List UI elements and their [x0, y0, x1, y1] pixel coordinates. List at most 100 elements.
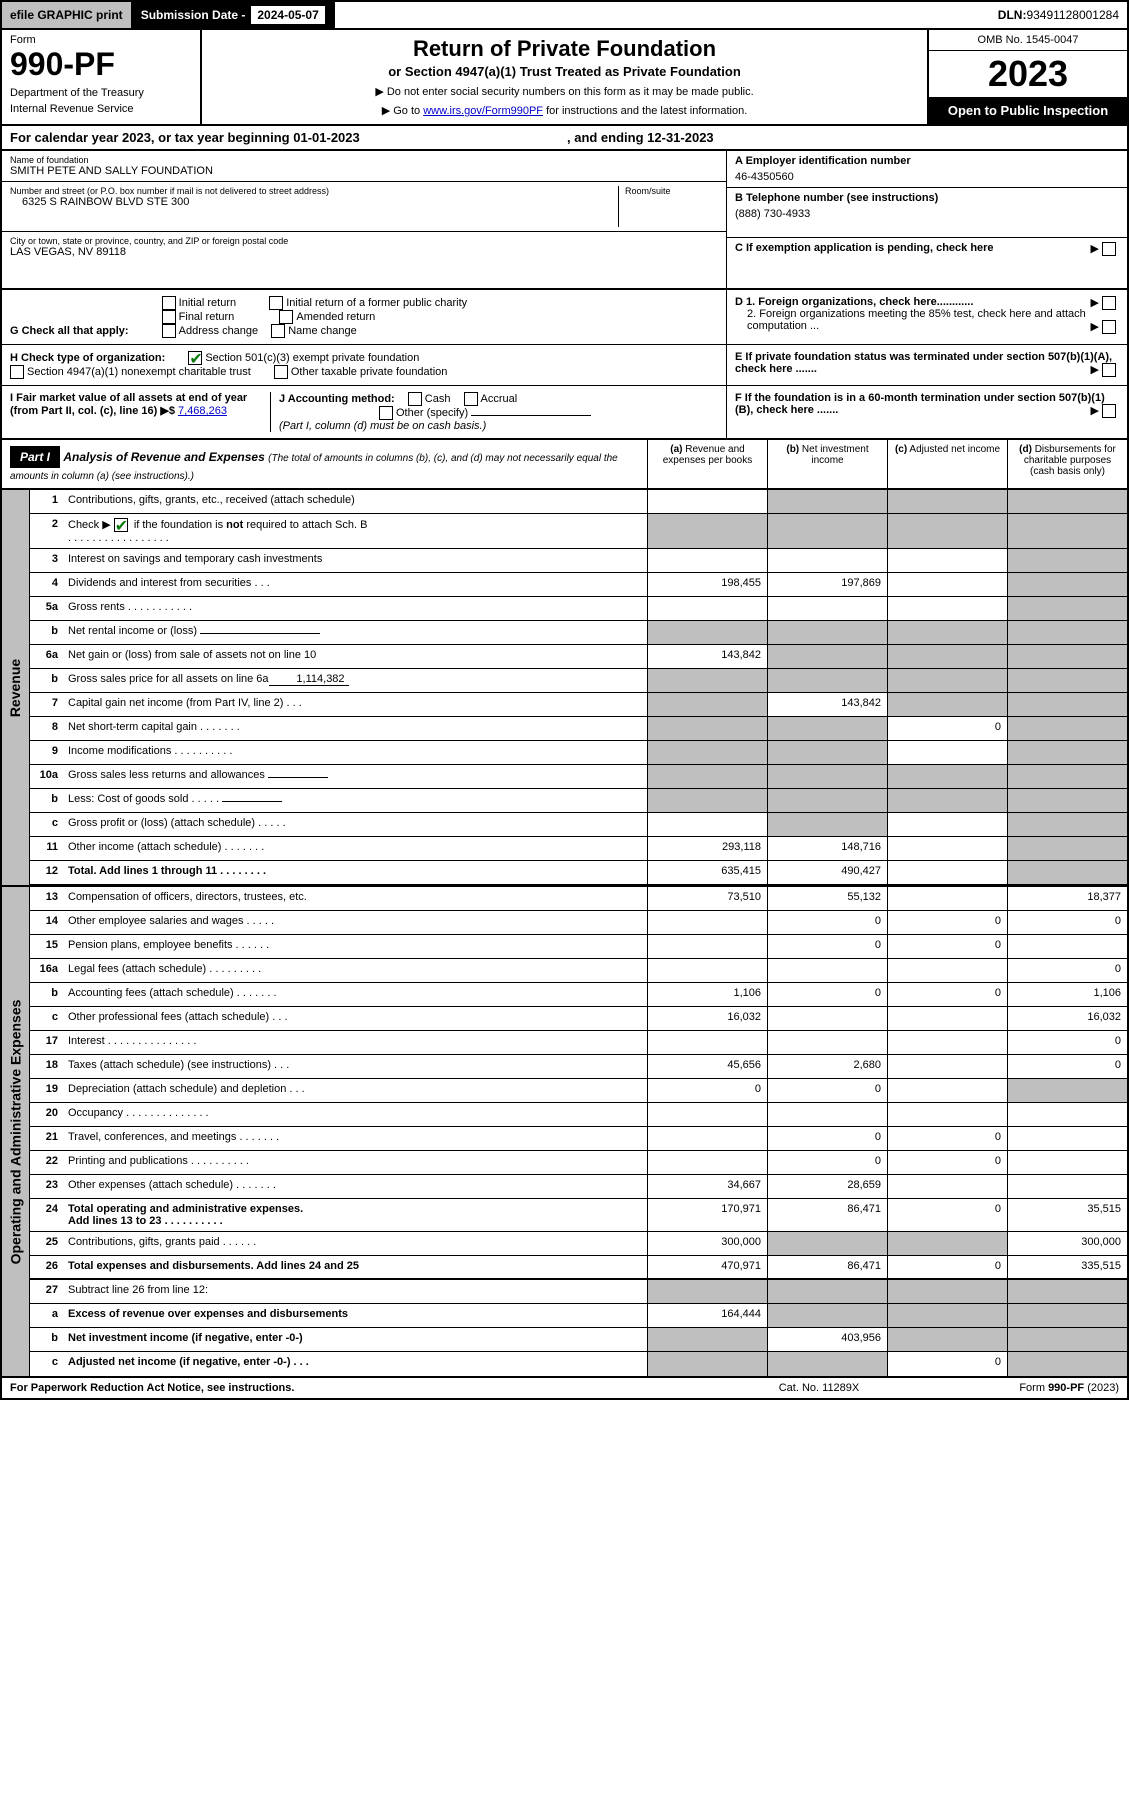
row-22-c: 0 [887, 1151, 1007, 1174]
row-24-desc: Total operating and administrative expen… [64, 1199, 647, 1231]
foreign-85-checkbox[interactable] [1102, 320, 1116, 334]
initial-former-checkbox[interactable] [269, 296, 283, 310]
form-number: 990-PF [10, 46, 192, 83]
efile-print-button[interactable]: efile GRAPHIC print [2, 2, 133, 28]
open-public-inspection: Open to Public Inspection [929, 97, 1127, 124]
arrow-icon: ▶ [1090, 242, 1119, 256]
col-c-header: (c) Adjusted net income [887, 440, 1007, 488]
row-14-num: 14 [30, 911, 64, 934]
amended-return-checkbox[interactable] [279, 310, 293, 324]
other-taxable-checkbox[interactable] [274, 365, 288, 379]
row-14-d: 0 [1007, 911, 1127, 934]
f-label: F If the foundation is in a 60-month ter… [735, 392, 1105, 416]
row-21-num: 21 [30, 1127, 64, 1150]
cash-checkbox[interactable] [408, 392, 422, 406]
row-16a-d: 0 [1007, 959, 1127, 982]
instr2-post: for instructions and the latest informat… [543, 105, 747, 117]
dln: DLN: 93491128001284 [990, 2, 1127, 28]
expenses-label-text: Operating and Administrative Expenses [8, 999, 24, 1264]
initial-former-label: Initial return of a former public charit… [286, 297, 467, 309]
omb-number: OMB No. 1545-0047 [929, 30, 1127, 51]
row-24-num: 24 [30, 1199, 64, 1231]
row-10c-desc: Gross profit or (loss) (attach schedule)… [64, 813, 647, 836]
row-13-num: 13 [30, 887, 64, 910]
accrual-checkbox[interactable] [464, 392, 478, 406]
irs-link[interactable]: www.irs.gov/Form990PF [423, 105, 543, 117]
address-change-label: Address change [179, 325, 259, 337]
row-14-desc: Other employee salaries and wages . . . … [64, 911, 647, 934]
check-section-g: G Check all that apply: Initial return I… [2, 290, 1127, 345]
row-6a-a: 143,842 [647, 645, 767, 668]
row-8-desc: Net short-term capital gain . . . . . . … [64, 717, 647, 740]
row-5b-num: b [30, 621, 64, 644]
row-27b-desc: Net investment income (if negative, ente… [64, 1328, 647, 1351]
address-change-checkbox[interactable] [162, 324, 176, 338]
terminated-checkbox[interactable] [1102, 363, 1116, 377]
final-return-checkbox[interactable] [162, 310, 176, 324]
4947-checkbox[interactable] [10, 365, 24, 379]
row-27b-b: 403,956 [767, 1328, 887, 1351]
row-1-desc: Contributions, gifts, grants, etc., rece… [64, 490, 647, 513]
schb-checkbox[interactable] [114, 518, 128, 532]
row-16c-desc: Other professional fees (attach schedule… [64, 1007, 647, 1030]
accrual-label: Accrual [481, 393, 518, 405]
foundation-info-block: Name of foundation SMITH PETE AND SALLY … [2, 151, 1127, 290]
row-13-desc: Compensation of officers, directors, tru… [64, 887, 647, 910]
d1-label: D 1. Foreign organizations, check here..… [735, 296, 973, 308]
ein: 46-4350560 [735, 171, 1119, 183]
part1-label: Part I [10, 446, 60, 468]
foreign-org-checkbox[interactable] [1102, 296, 1116, 310]
exemption-checkbox[interactable] [1102, 242, 1116, 256]
col-a-header: (a) (a) Revenue and expenses per booksRe… [647, 440, 767, 488]
fair-market-value[interactable]: 7,468,263 [178, 405, 227, 417]
row-16a-desc: Legal fees (attach schedule) . . . . . .… [64, 959, 647, 982]
cal-year-mid: , and ending [567, 130, 647, 145]
top-bar: efile GRAPHIC print Submission Date - 20… [2, 2, 1127, 30]
row-23-num: 23 [30, 1175, 64, 1198]
row-27a-a: 164,444 [647, 1304, 767, 1327]
row-9-num: 9 [30, 741, 64, 764]
row-15-num: 15 [30, 935, 64, 958]
row-10b-desc: Less: Cost of goods sold . . . . . [64, 789, 647, 812]
row-19-a: 0 [647, 1079, 767, 1102]
row-25-desc: Contributions, gifts, grants paid . . . … [64, 1232, 647, 1255]
row-5a-num: 5a [30, 597, 64, 620]
page-footer: For Paperwork Reduction Act Notice, see … [2, 1376, 1127, 1398]
row-22-b: 0 [767, 1151, 887, 1174]
501c3-label: Section 501(c)(3) exempt private foundat… [205, 352, 419, 364]
row-2-pre: Check ▶ [68, 519, 114, 531]
row-27b-num: b [30, 1328, 64, 1351]
foundation-name-label: Name of foundation [10, 155, 718, 165]
g-label: G Check all that apply: [10, 325, 129, 337]
row-1-num: 1 [30, 490, 64, 513]
instr2-pre: ▶ Go to [382, 105, 423, 117]
row-16b-d: 1,106 [1007, 983, 1127, 1006]
check-section-h: H Check type of organization: Section 50… [2, 345, 1127, 386]
tax-year: 2023 [929, 51, 1127, 97]
row-4-desc: Dividends and interest from securities .… [64, 573, 647, 596]
revenue-table: Revenue 1Contributions, gifts, grants, e… [2, 489, 1127, 885]
name-change-checkbox[interactable] [271, 324, 285, 338]
other-taxable-label: Other taxable private foundation [291, 366, 448, 378]
form-header: Form 990-PF Department of the Treasury I… [2, 30, 1127, 126]
row-6b-pre: Gross sales price for all assets on line… [68, 673, 269, 685]
row-4-b: 197,869 [767, 573, 887, 596]
initial-return-checkbox[interactable] [162, 296, 176, 310]
501c3-checkbox[interactable] [188, 351, 202, 365]
row-26-a: 470,971 [647, 1256, 767, 1278]
form-instruction-1: ▶ Do not enter social security numbers o… [222, 85, 907, 98]
row-19-num: 19 [30, 1079, 64, 1102]
cash-label: Cash [425, 393, 451, 405]
other-method-label: Other (specify) [396, 407, 468, 419]
row-27c-desc: Adjusted net income (if negative, enter … [64, 1352, 647, 1376]
other-method-checkbox[interactable] [379, 406, 393, 420]
row-16b-desc: Accounting fees (attach schedule) . . . … [64, 983, 647, 1006]
d2-label: 2. Foreign organizations meeting the 85%… [747, 308, 1086, 332]
revenue-label-text: Revenue [8, 658, 24, 716]
row-7-num: 7 [30, 693, 64, 716]
row-24-d: 35,515 [1007, 1199, 1127, 1231]
arrow-icon: ▶ [1090, 297, 1098, 309]
address-label: Number and street (or P.O. box number if… [10, 186, 618, 196]
60-month-checkbox[interactable] [1102, 404, 1116, 418]
submission-date: Submission Date - 2024-05-07 [133, 2, 335, 28]
